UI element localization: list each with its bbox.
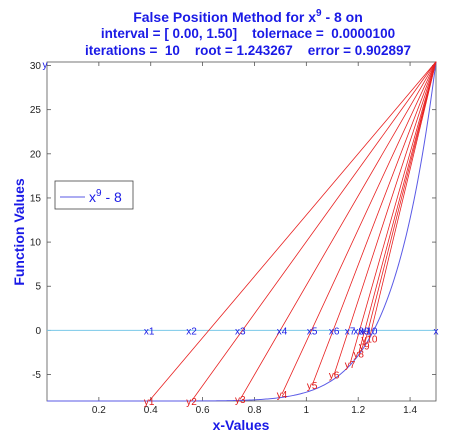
secant-line — [358, 61, 437, 354]
y-tick-label: 10 — [30, 238, 42, 249]
function-value-label: y10 — [361, 334, 378, 345]
root-estimate-label: x6 — [329, 326, 340, 337]
secant-line — [369, 61, 437, 339]
secant-line — [333, 61, 437, 375]
legend-label: x9 - 8 — [89, 188, 122, 205]
x-tick-label: 0.8 — [248, 405, 262, 416]
root-estimate-label: x9 — [359, 326, 370, 337]
x-tick-label: 1.4 — [403, 405, 417, 416]
x-tick-label: 0.6 — [196, 405, 210, 416]
chart-title-line3: iterations = 10 root = 1.243267 error = … — [85, 43, 411, 58]
legend-box — [54, 180, 134, 210]
function-value-label: y5 — [307, 381, 318, 392]
x-tick-label: 1.2 — [351, 405, 365, 416]
secant-line — [281, 61, 437, 395]
function-value-label: y8 — [353, 349, 364, 360]
y-tick-label: 0 — [35, 326, 41, 337]
x-axis-label: x-Values — [213, 417, 270, 433]
root-estimate-label: x3 — [235, 326, 246, 337]
secant-line — [349, 61, 437, 365]
root-estimate-label: x1 — [144, 326, 155, 337]
upper-bound-x-label: x — [434, 326, 439, 337]
function-value-label: y4 — [277, 390, 288, 401]
secant-line — [311, 61, 437, 386]
x-tick-label: 1 — [304, 405, 310, 416]
chart-title-line1: False Position Method for x9 - 8 on — [133, 8, 363, 25]
root-estimate-label: x2 — [186, 326, 197, 337]
x-tick-label: 0.2 — [92, 405, 106, 416]
root-estimate-label: x8 — [353, 326, 364, 337]
y-tick-label: 15 — [30, 193, 42, 204]
y-tick-label: 5 — [35, 282, 41, 293]
root-estimate-label: x5 — [307, 326, 318, 337]
legend: x9 - 8 — [54, 180, 134, 210]
y-tick-label: -5 — [32, 370, 41, 381]
root-estimate-label: x10 — [361, 326, 378, 337]
x-tick-label: 0.4 — [144, 405, 158, 416]
y-tick-label: 25 — [30, 105, 42, 116]
function-value-label: y2 — [186, 397, 197, 408]
secant-line — [239, 61, 437, 400]
y-tick-label: 20 — [30, 149, 42, 160]
root-estimate-label: x7 — [345, 326, 356, 337]
chart-title-line2: interval = [ 0.00, 1.50] tolernace = 0.0… — [101, 26, 395, 41]
secant-line — [148, 61, 437, 402]
secant-line — [363, 61, 437, 346]
function-value-label: y7 — [345, 360, 356, 371]
function-value-label: y1 — [144, 397, 155, 408]
tick-layer: 0.2 0.4 0.6 0.8 1 1.2 1.4 -5 0 5 10 15 20 25 30 — [30, 61, 436, 416]
function-curve — [47, 61, 437, 402]
y-tick-label: 30 — [30, 61, 42, 72]
function-value-label: y6 — [329, 371, 340, 382]
plot-area — [46, 61, 437, 402]
function-value-label: y3 — [235, 395, 246, 406]
upper-bound-marker-label: y — [43, 60, 48, 71]
secant-line — [191, 61, 437, 402]
y-axis-label: Function Values — [11, 178, 27, 286]
root-estimate-label: x4 — [277, 326, 288, 337]
function-value-label: y9 — [359, 341, 370, 352]
